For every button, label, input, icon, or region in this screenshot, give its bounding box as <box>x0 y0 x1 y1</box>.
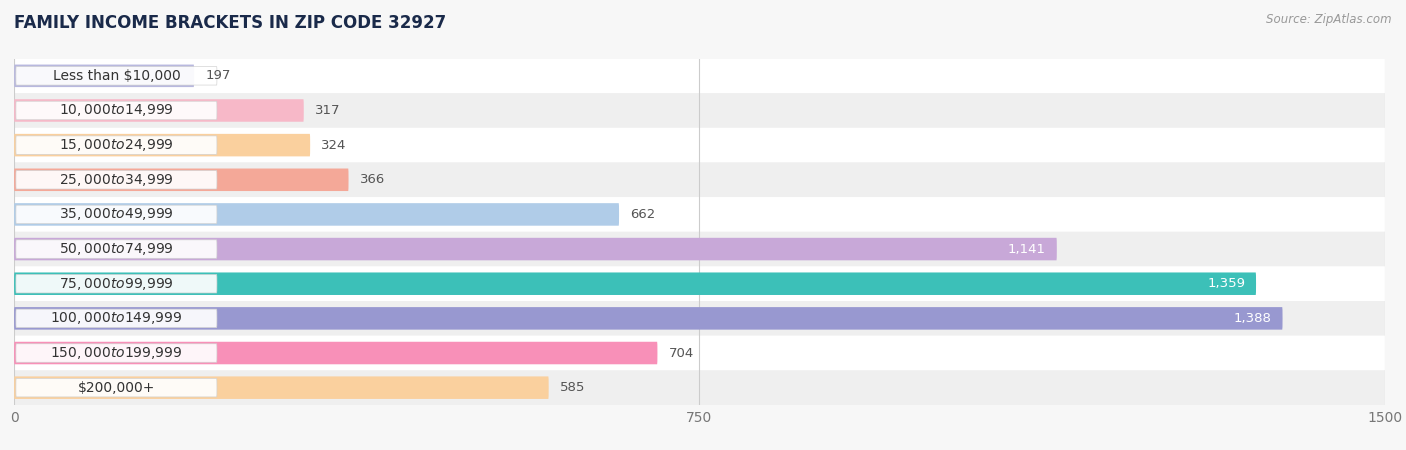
FancyBboxPatch shape <box>15 378 217 397</box>
FancyBboxPatch shape <box>14 203 619 226</box>
Text: FAMILY INCOME BRACKETS IN ZIP CODE 32927: FAMILY INCOME BRACKETS IN ZIP CODE 32927 <box>14 14 446 32</box>
Text: $15,000 to $24,999: $15,000 to $24,999 <box>59 137 174 153</box>
FancyBboxPatch shape <box>4 197 1395 232</box>
Text: 704: 704 <box>668 346 693 360</box>
FancyBboxPatch shape <box>4 370 1395 405</box>
Text: 1,359: 1,359 <box>1208 277 1246 290</box>
FancyBboxPatch shape <box>15 101 217 120</box>
Text: $200,000+: $200,000+ <box>77 381 155 395</box>
FancyBboxPatch shape <box>14 238 1057 261</box>
FancyBboxPatch shape <box>15 67 217 85</box>
FancyBboxPatch shape <box>14 168 349 191</box>
FancyBboxPatch shape <box>14 272 1256 295</box>
FancyBboxPatch shape <box>4 93 1395 128</box>
FancyBboxPatch shape <box>15 274 217 293</box>
Text: 366: 366 <box>360 173 385 186</box>
Text: 197: 197 <box>205 69 231 82</box>
Text: $75,000 to $99,999: $75,000 to $99,999 <box>59 276 174 292</box>
Text: $25,000 to $34,999: $25,000 to $34,999 <box>59 172 174 188</box>
Text: $100,000 to $149,999: $100,000 to $149,999 <box>51 310 183 326</box>
FancyBboxPatch shape <box>15 171 217 189</box>
Text: $50,000 to $74,999: $50,000 to $74,999 <box>59 241 174 257</box>
FancyBboxPatch shape <box>4 336 1395 370</box>
FancyBboxPatch shape <box>14 307 1282 330</box>
FancyBboxPatch shape <box>15 136 217 154</box>
Text: 324: 324 <box>321 139 346 152</box>
FancyBboxPatch shape <box>4 232 1395 266</box>
Text: Less than $10,000: Less than $10,000 <box>52 69 180 83</box>
Text: 1,388: 1,388 <box>1233 312 1271 325</box>
FancyBboxPatch shape <box>4 128 1395 162</box>
FancyBboxPatch shape <box>14 134 311 157</box>
FancyBboxPatch shape <box>14 99 304 122</box>
Text: 317: 317 <box>315 104 340 117</box>
FancyBboxPatch shape <box>15 205 217 224</box>
Text: $35,000 to $49,999: $35,000 to $49,999 <box>59 207 174 222</box>
FancyBboxPatch shape <box>4 266 1395 301</box>
FancyBboxPatch shape <box>14 376 548 399</box>
Text: $150,000 to $199,999: $150,000 to $199,999 <box>51 345 183 361</box>
FancyBboxPatch shape <box>4 58 1395 93</box>
Text: 1,141: 1,141 <box>1008 243 1046 256</box>
FancyBboxPatch shape <box>15 344 217 362</box>
FancyBboxPatch shape <box>4 301 1395 336</box>
Text: 585: 585 <box>560 381 585 394</box>
FancyBboxPatch shape <box>15 240 217 258</box>
FancyBboxPatch shape <box>4 162 1395 197</box>
Text: Source: ZipAtlas.com: Source: ZipAtlas.com <box>1267 14 1392 27</box>
Text: 662: 662 <box>630 208 655 221</box>
FancyBboxPatch shape <box>15 309 217 328</box>
FancyBboxPatch shape <box>14 64 194 87</box>
Text: $10,000 to $14,999: $10,000 to $14,999 <box>59 103 174 118</box>
FancyBboxPatch shape <box>14 342 658 365</box>
